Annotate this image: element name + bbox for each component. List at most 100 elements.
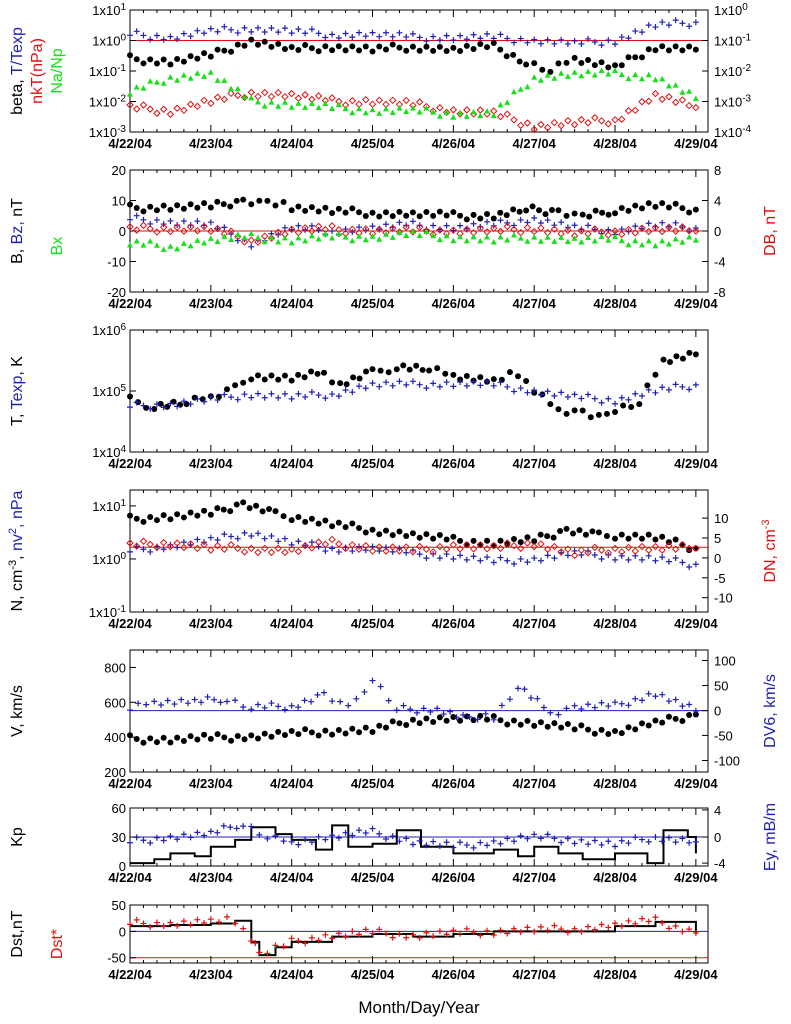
point xyxy=(524,924,531,931)
y2-tick-label-3: 4 xyxy=(714,194,721,209)
point xyxy=(524,238,531,244)
point xyxy=(261,376,268,383)
point xyxy=(322,100,329,106)
point xyxy=(463,842,470,849)
x-tick-label: 4/27/04 xyxy=(513,296,557,311)
point xyxy=(268,43,275,50)
point xyxy=(578,40,585,47)
point xyxy=(329,935,336,942)
point xyxy=(571,726,578,733)
point xyxy=(585,391,592,398)
point xyxy=(213,93,222,101)
point xyxy=(524,534,531,541)
y2-tick-label-1-exp: -3 xyxy=(742,93,751,104)
point xyxy=(275,394,282,401)
point xyxy=(267,234,276,242)
point xyxy=(692,545,699,552)
point xyxy=(490,224,498,233)
point xyxy=(356,209,363,216)
y-tick-label-2: 1x106 xyxy=(92,322,126,339)
point xyxy=(240,704,247,711)
point xyxy=(503,222,511,231)
point xyxy=(527,694,534,701)
point xyxy=(447,708,454,715)
point xyxy=(539,66,546,73)
point xyxy=(638,836,645,843)
point xyxy=(159,105,168,113)
series-texp xyxy=(127,378,699,412)
point xyxy=(382,527,389,534)
y-axis-label-part-1: Bz, xyxy=(9,217,26,245)
point xyxy=(430,380,437,387)
point xyxy=(409,716,416,723)
point xyxy=(632,531,639,538)
point xyxy=(220,201,227,208)
y2-tick-label-1-base: -5 xyxy=(714,571,726,586)
point xyxy=(389,96,397,105)
y2-tick-label-1-base: 0 xyxy=(714,830,721,845)
point xyxy=(403,934,410,941)
point xyxy=(563,59,570,66)
point xyxy=(362,213,369,220)
point xyxy=(248,36,255,43)
point xyxy=(667,358,674,365)
point xyxy=(389,543,397,551)
point xyxy=(551,720,558,727)
y-tick-label-1-base: 1x10 xyxy=(89,95,117,110)
point xyxy=(133,226,141,234)
point xyxy=(592,207,599,214)
point xyxy=(443,931,450,938)
point xyxy=(416,551,423,558)
point xyxy=(254,530,261,537)
point xyxy=(342,47,349,54)
point xyxy=(551,392,558,399)
y2-tick-label-0-base: -10 xyxy=(714,591,733,606)
point xyxy=(402,223,410,232)
point xyxy=(362,829,369,836)
point xyxy=(295,371,302,378)
point xyxy=(645,97,653,105)
point xyxy=(413,709,420,716)
point xyxy=(624,107,633,115)
point xyxy=(254,701,261,708)
point xyxy=(504,237,511,243)
point xyxy=(224,698,231,705)
y-tick-label-2-base: 600 xyxy=(104,695,126,710)
point xyxy=(201,920,208,927)
point xyxy=(302,42,309,49)
point xyxy=(443,109,450,115)
point xyxy=(315,833,322,840)
y2-tick-label-0-base: -8 xyxy=(714,285,726,300)
x-tick-label: 4/23/04 xyxy=(189,870,233,885)
point xyxy=(578,706,585,713)
y-tick-label-1-base: 30 xyxy=(112,830,126,845)
point xyxy=(329,31,336,38)
point xyxy=(659,533,666,540)
x-tick-label: 4/26/04 xyxy=(432,456,476,471)
point xyxy=(369,106,376,113)
point xyxy=(295,513,302,520)
point xyxy=(537,238,544,244)
point xyxy=(463,556,470,563)
point xyxy=(679,20,686,27)
point xyxy=(555,60,562,67)
x-tick-label: 4/27/04 xyxy=(513,870,557,885)
point xyxy=(679,223,686,230)
point xyxy=(147,56,154,63)
point xyxy=(571,925,578,932)
point xyxy=(537,391,544,398)
point xyxy=(678,223,687,231)
point xyxy=(127,921,133,928)
y-tick-label-2-base: 60 xyxy=(112,801,126,816)
point xyxy=(241,42,248,49)
point xyxy=(261,544,269,553)
point xyxy=(301,374,308,381)
point xyxy=(342,387,349,394)
point xyxy=(612,920,619,927)
point xyxy=(534,695,541,702)
point xyxy=(396,720,403,727)
point xyxy=(524,389,531,396)
point xyxy=(457,233,464,240)
y2-tick-label-1: -50 xyxy=(714,728,733,743)
point xyxy=(385,369,392,376)
